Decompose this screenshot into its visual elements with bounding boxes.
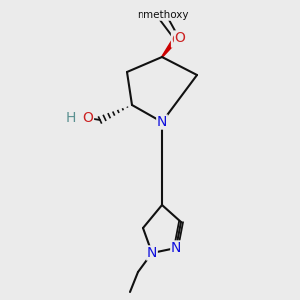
Text: methoxy: methoxy xyxy=(143,10,189,20)
Text: H: H xyxy=(66,111,76,125)
Text: O: O xyxy=(175,31,185,45)
Polygon shape xyxy=(162,38,177,57)
Text: O: O xyxy=(82,111,93,125)
Text: N: N xyxy=(171,241,181,255)
Text: methoxy: methoxy xyxy=(136,10,179,20)
Text: N: N xyxy=(147,246,157,260)
Text: O: O xyxy=(172,33,182,47)
Text: N: N xyxy=(157,115,167,129)
